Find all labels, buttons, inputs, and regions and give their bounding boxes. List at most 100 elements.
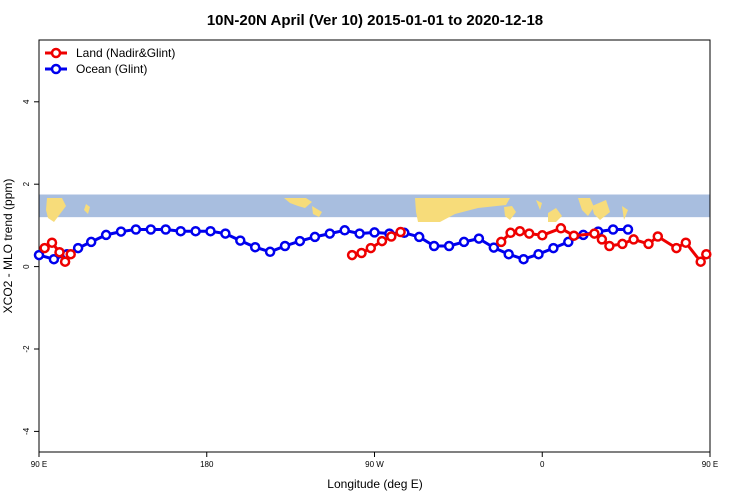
y-tick-label: 2 bbox=[22, 181, 31, 186]
data-point bbox=[54, 246, 65, 258]
data-point bbox=[488, 242, 500, 253]
data-point bbox=[190, 225, 201, 237]
data-point bbox=[339, 225, 350, 236]
data-point bbox=[518, 253, 529, 265]
data-point bbox=[346, 249, 358, 261]
data-point bbox=[39, 242, 50, 254]
data-point bbox=[428, 240, 440, 252]
data-point bbox=[395, 226, 406, 238]
map-land-patch bbox=[504, 206, 516, 220]
data-point bbox=[145, 224, 157, 235]
data-point bbox=[495, 236, 507, 248]
data-point bbox=[356, 247, 367, 259]
data-point bbox=[671, 242, 682, 254]
map-strip bbox=[39, 194, 710, 222]
data-point bbox=[458, 236, 470, 248]
map-land-patch bbox=[622, 206, 628, 220]
y-tick-label: -4 bbox=[22, 427, 31, 435]
data-point bbox=[604, 240, 615, 252]
x-tick-label: 90 E bbox=[31, 460, 47, 469]
legend-marker-land bbox=[50, 47, 62, 59]
data-point bbox=[628, 234, 639, 245]
data-point bbox=[279, 240, 291, 252]
data-point bbox=[607, 224, 619, 235]
data-point bbox=[537, 230, 548, 241]
y-tick-label: -2 bbox=[22, 345, 31, 353]
map-land-patch bbox=[578, 198, 594, 216]
data-point bbox=[205, 225, 216, 237]
data-point bbox=[701, 248, 712, 260]
data-point bbox=[443, 240, 455, 252]
data-point bbox=[65, 248, 76, 260]
data-point bbox=[324, 228, 336, 239]
data-point bbox=[59, 256, 71, 267]
x-tick-label: 180 bbox=[200, 460, 214, 469]
x-tick-label: 90 W bbox=[365, 460, 384, 469]
map-land-patch bbox=[84, 204, 90, 214]
data-point bbox=[309, 231, 321, 243]
data-point bbox=[354, 228, 365, 239]
map-land-patch bbox=[592, 200, 610, 220]
data-point bbox=[505, 227, 516, 239]
data-point bbox=[220, 228, 231, 239]
x-tick-label: 0 bbox=[540, 460, 545, 469]
map-land-patch bbox=[312, 206, 322, 217]
data-point bbox=[548, 242, 559, 254]
data-point bbox=[555, 223, 567, 234]
data-point bbox=[589, 228, 600, 239]
y-axis-label: XCO2 - MLO trend (ppm) bbox=[1, 179, 15, 314]
x-axis-label: Longitude (deg E) bbox=[327, 477, 422, 491]
x-tick-label: 90 E bbox=[702, 460, 718, 469]
data-point bbox=[523, 228, 535, 239]
y-tick-label: 0 bbox=[22, 264, 31, 269]
map-strip-ocean bbox=[39, 194, 710, 218]
map-land-patch bbox=[548, 208, 562, 222]
y-axis: -4 -2 0 2 4 bbox=[22, 99, 39, 435]
data-point bbox=[643, 238, 654, 250]
data-point bbox=[652, 231, 664, 242]
legend-label-land: Land (Nadir&Glint) bbox=[76, 46, 175, 60]
map-land-patch bbox=[415, 198, 510, 222]
data-point bbox=[503, 248, 514, 260]
data-point bbox=[369, 227, 380, 238]
data-point bbox=[695, 256, 706, 267]
data-point bbox=[48, 253, 60, 265]
data-point bbox=[85, 236, 97, 248]
legend-item-ocean: Ocean (Glint) bbox=[45, 62, 147, 76]
series-layer bbox=[33, 223, 712, 267]
data-point bbox=[568, 230, 580, 241]
data-point bbox=[33, 249, 45, 261]
data-point bbox=[365, 242, 377, 254]
chart-title: 10N-20N April (Ver 10) 2015-01-01 to 202… bbox=[207, 12, 543, 29]
y-tick-label: 4 bbox=[22, 99, 31, 104]
legend-item-land: Land (Nadir&Glint) bbox=[45, 46, 175, 60]
data-point bbox=[680, 237, 692, 248]
data-point bbox=[100, 229, 112, 241]
data-point bbox=[617, 238, 628, 250]
data-point bbox=[386, 231, 397, 242]
data-point bbox=[130, 224, 142, 235]
data-point bbox=[622, 224, 634, 235]
data-point bbox=[46, 237, 58, 248]
map-land-patch bbox=[536, 200, 542, 210]
series-land bbox=[39, 223, 712, 267]
x-axis: 90 E 180 90 W 0 90 E bbox=[31, 452, 718, 469]
legend: Land (Nadir&Glint) Ocean (Glint) bbox=[45, 46, 175, 76]
map-land-patch bbox=[284, 198, 312, 208]
data-point bbox=[413, 231, 425, 243]
data-point bbox=[264, 246, 276, 258]
data-point bbox=[514, 225, 526, 237]
data-point bbox=[563, 236, 574, 248]
legend-marker-ocean bbox=[50, 63, 62, 75]
data-point bbox=[249, 241, 261, 253]
legend-label-ocean: Ocean (Glint) bbox=[76, 62, 147, 76]
data-point bbox=[115, 226, 127, 237]
data-point bbox=[376, 235, 388, 247]
data-point bbox=[160, 224, 171, 235]
data-point bbox=[235, 235, 246, 246]
data-point bbox=[596, 234, 608, 245]
data-point bbox=[533, 248, 544, 260]
data-point bbox=[175, 225, 186, 237]
data-point bbox=[294, 235, 306, 247]
